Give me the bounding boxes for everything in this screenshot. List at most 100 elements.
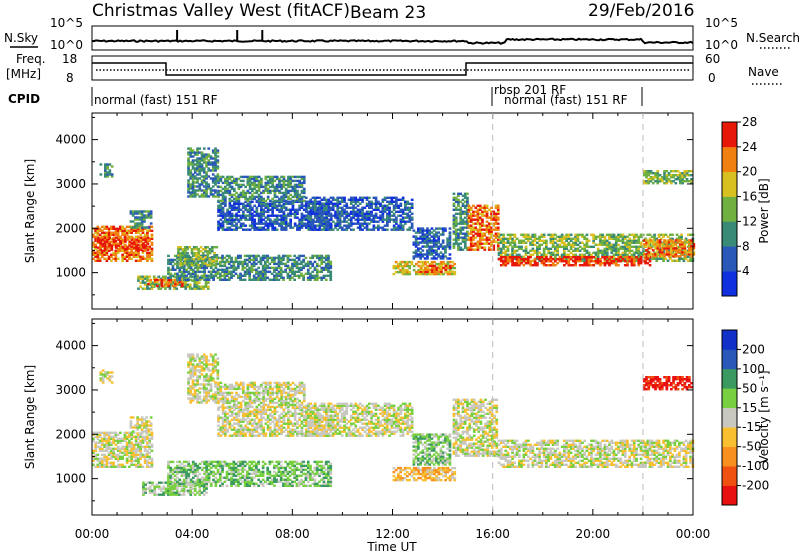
heatmap-cell [179, 254, 183, 257]
heatmap-cell [338, 224, 342, 227]
heatmap-cell [289, 175, 292, 179]
heatmap-cell [494, 240, 498, 243]
heatmap-cell [683, 180, 687, 183]
heatmap-cell [282, 193, 286, 197]
heatmap-cell [98, 257, 102, 260]
heatmap-cell [442, 262, 445, 266]
heatmap-cell [417, 270, 421, 273]
heatmap-cell [399, 228, 403, 231]
heatmap-cell [361, 216, 364, 219]
heatmap-cell [572, 241, 575, 244]
heatmap-cell [452, 230, 456, 233]
heatmap-cell [153, 278, 157, 282]
heatmap-cell [320, 198, 324, 201]
heatmap-cell [246, 268, 249, 271]
heatmap-cell [226, 212, 229, 215]
heatmap-cell [603, 247, 607, 250]
heatmap-cell [504, 264, 508, 267]
heatmap-cell [426, 235, 429, 238]
heatmap-cell [603, 241, 607, 244]
heatmap-cell [619, 239, 623, 242]
heatmap-cell [469, 218, 473, 221]
heatmap-cell [365, 216, 369, 219]
heatmap-cell [205, 183, 208, 186]
heatmap-cell [410, 216, 414, 219]
heatmap-cell [432, 257, 436, 260]
heatmap-cell [242, 175, 245, 179]
heatmap-cell [313, 206, 317, 209]
heatmap-cell [252, 258, 256, 262]
heatmap-cell [259, 258, 263, 262]
heatmap-cell [266, 204, 270, 207]
heatmap-cell [363, 222, 367, 225]
heatmap-cell [205, 171, 208, 174]
heatmap-cell [264, 272, 267, 275]
heatmap-cell [320, 214, 324, 217]
heatmap-cell [325, 216, 328, 219]
heatmap-cell [370, 212, 373, 215]
heatmap-cell [248, 276, 251, 279]
heatmap-cell [502, 233, 505, 236]
heatmap-cell [221, 214, 225, 217]
heatmap-cell [200, 285, 203, 288]
heatmap-cell [412, 255, 416, 258]
heatmap-cell [551, 253, 555, 256]
heatmap-cell [397, 224, 400, 227]
heatmap-cell [637, 249, 641, 252]
heatmap-cell [324, 266, 328, 270]
heatmap-cell [658, 255, 662, 258]
heatmap-cell [433, 264, 436, 268]
nave-label: Nave [748, 65, 779, 79]
heatmap-cell [392, 200, 396, 203]
heatmap-cell [189, 272, 193, 275]
heatmap-cell [426, 227, 429, 230]
heatmap-cell [309, 214, 313, 217]
heatmap-cell [304, 224, 308, 227]
heatmap-cell [361, 196, 364, 199]
heatmap-cell [365, 224, 369, 227]
heatmap-cell [444, 247, 447, 250]
heatmap-cell [230, 216, 234, 219]
heatmap-cell [278, 189, 281, 193]
heatmap-cell [186, 248, 189, 251]
heatmap-cell [476, 204, 480, 207]
heatmap-cell [653, 233, 656, 236]
heatmap-cell [268, 278, 272, 281]
heatmap-cell [189, 153, 193, 156]
heatmap-cell [107, 257, 111, 260]
heatmap-cell [121, 233, 124, 236]
heatmap-cell [430, 231, 434, 234]
heatmap-cell [399, 208, 403, 211]
heatmap-cell [273, 199, 277, 203]
heatmap-cell [139, 246, 143, 249]
heatmap-cell [681, 172, 684, 175]
heatmap-cell [645, 249, 648, 252]
heatmap-cell [271, 197, 274, 201]
heatmap-cell [101, 242, 105, 245]
heatmap-cell [549, 237, 553, 240]
heatmap-cell [412, 229, 416, 232]
heatmap-cell [228, 270, 231, 273]
heatmap-cell [203, 264, 206, 268]
heatmap-cell [590, 233, 593, 236]
heatmap-cell [125, 255, 129, 258]
heatmap-cell [257, 214, 261, 217]
heatmap-cell [442, 272, 445, 276]
heatmap-cell [567, 256, 571, 259]
heatmap-cell [261, 276, 265, 279]
heatmap-cell [291, 272, 294, 275]
heatmap-cell [260, 197, 263, 201]
heatmap-cell [139, 233, 142, 236]
heatmap-cell [269, 185, 272, 189]
heatmap-cell [386, 196, 389, 199]
heatmap-cell [142, 236, 145, 239]
heatmap-cell [316, 210, 319, 213]
heatmap-cell [255, 189, 259, 193]
heatmap-cell [148, 253, 151, 256]
heatmap-cell [483, 248, 487, 251]
heatmap-cell [187, 254, 191, 258]
heatmap-cell [206, 258, 210, 261]
freq-unit: [MHz] [6, 67, 41, 81]
heatmap-cell [246, 228, 250, 231]
heatmap-cell [233, 228, 236, 231]
